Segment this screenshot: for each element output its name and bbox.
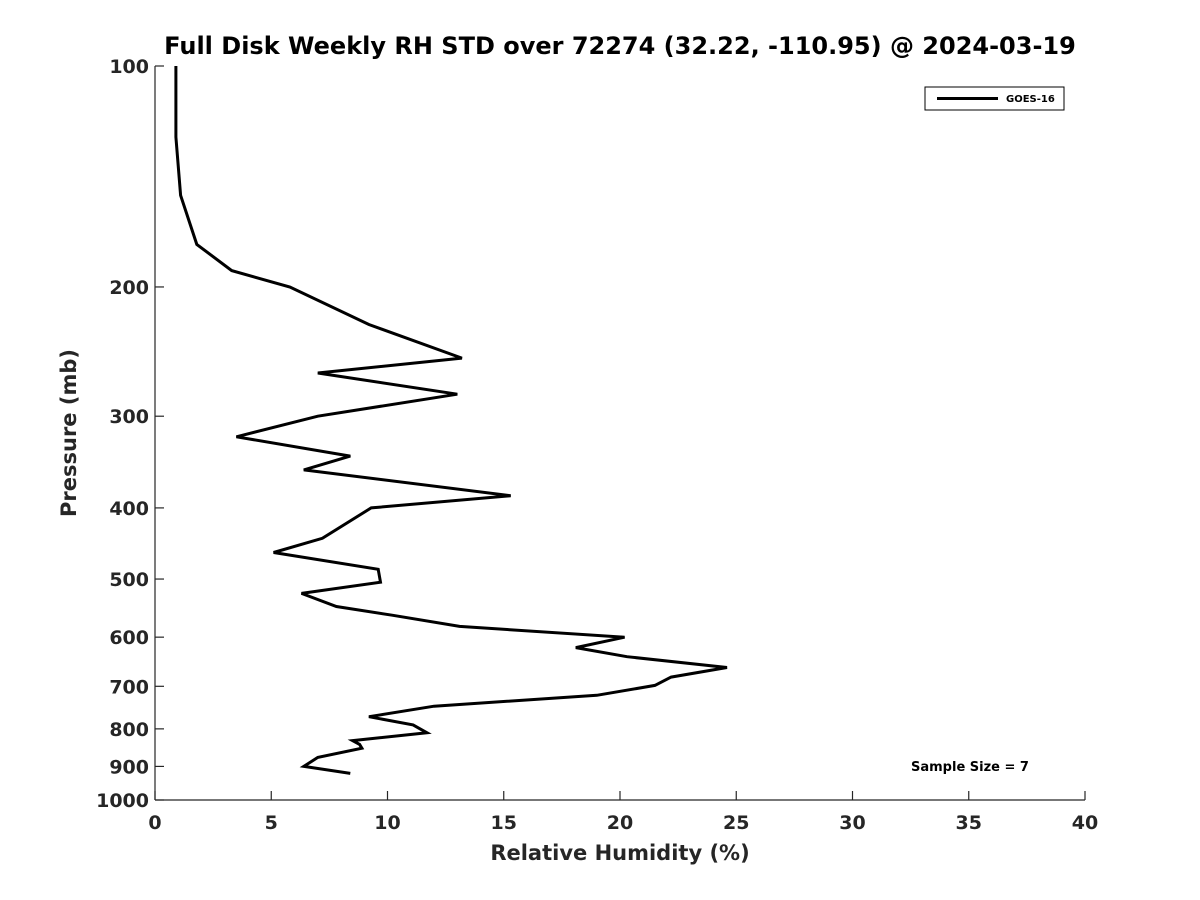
x-tick-label: 20 (607, 812, 633, 834)
x-axis-label: Relative Humidity (%) (490, 841, 749, 865)
chart-title: Full Disk Weekly RH STD over 72274 (32.2… (164, 32, 1076, 60)
y-tick-label: 700 (109, 676, 149, 698)
y-tick-label: 500 (109, 569, 149, 591)
series-layer (174, 66, 728, 775)
x-tick-label: 30 (839, 812, 865, 834)
x-tick-label: 10 (374, 812, 400, 834)
y-tick-label: 1000 (96, 790, 149, 812)
series-line-goes-16 (174, 66, 728, 775)
x-tick-label: 0 (148, 812, 161, 834)
y-tick-label: 900 (109, 756, 149, 778)
x-tick-label: 5 (265, 812, 278, 834)
y-tick-label: 800 (109, 719, 149, 741)
y-tick-label: 200 (109, 277, 149, 299)
legend-label-goes-16: GOES-16 (1006, 94, 1055, 105)
legend: GOES-16 (924, 86, 1065, 111)
x-tick-label: 25 (723, 812, 749, 834)
y-tick-label: 300 (109, 406, 149, 428)
x-tick-label: 15 (491, 812, 517, 834)
y-axis-label: Pressure (mb) (57, 349, 81, 517)
y-tick-label: 100 (109, 56, 149, 78)
x-tick-label: 35 (956, 812, 982, 834)
sample-size-annotation: Sample Size = 7 (911, 760, 1029, 775)
x-tick-label: 40 (1072, 812, 1098, 834)
y-ticks: 100 200 300 400 500 600 700 800 900 1000 (96, 56, 164, 812)
x-ticks: 0 5 10 15 20 25 30 35 40 (148, 791, 1098, 834)
y-tick-label: 600 (109, 627, 149, 649)
y-tick-label: 400 (109, 498, 149, 520)
